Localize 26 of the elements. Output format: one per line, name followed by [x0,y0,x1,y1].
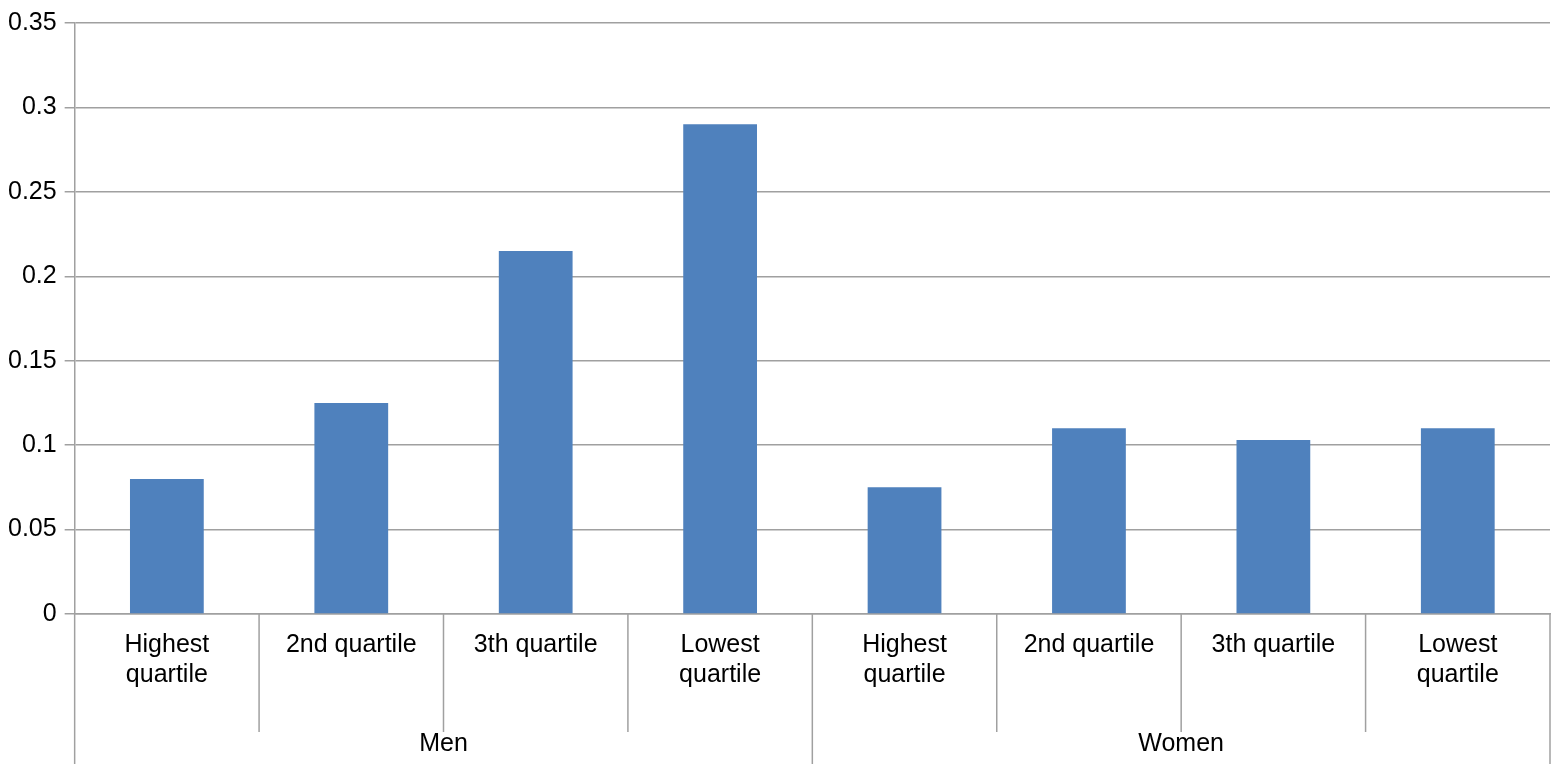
bar [1236,440,1311,614]
x-tick-label: Highest quartile [124,628,210,687]
x-tick-label: 3th quartile [1211,628,1336,657]
x-tick-label: 2nd quartile [1023,628,1155,657]
y-tick-label: 0.15 [7,344,57,373]
y-tick-label: 0.35 [7,6,57,35]
bar [1420,428,1495,614]
bar [867,487,942,614]
bar [1052,428,1126,614]
x-tick-label: Lowest quartile [1416,628,1499,687]
y-tick-label: 0.2 [21,260,57,289]
x-tick-label: Highest quartile [862,628,947,687]
y-tick-label: 0.1 [21,429,57,458]
y-tick-label: 0 [42,597,57,626]
bar [314,402,389,614]
y-tick-label: 0.25 [7,175,57,204]
bar [498,250,573,614]
x-tick-label: 3th quartile [473,628,598,657]
text: Women [1138,727,1225,756]
y-tick-label: 0.05 [7,513,57,542]
bar [683,124,757,614]
x-tick-label: 2nd quartile [285,628,417,657]
x-tick-label: Lowest quartile [679,628,762,687]
bar [129,478,204,614]
y-tick-label: 0.3 [21,91,57,120]
text: Men [419,727,468,756]
